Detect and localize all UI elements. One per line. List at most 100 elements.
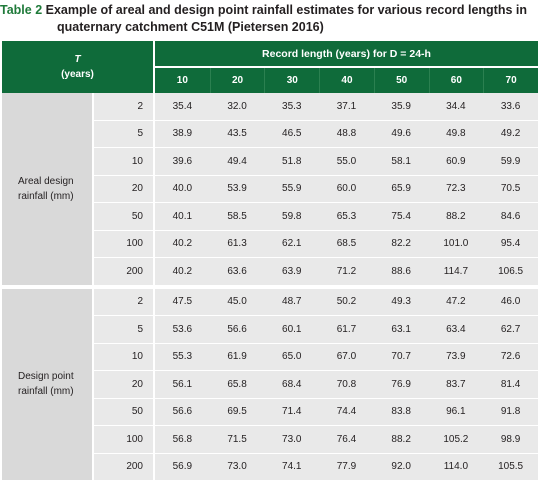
rainfall-value-cell: 88.2: [374, 426, 429, 454]
return-period-cell: 200: [94, 258, 155, 286]
return-period-cell: 5: [94, 121, 155, 149]
rainfall-value-cell: 67.0: [319, 344, 374, 372]
rainfall-value-cell: 65.9: [374, 176, 429, 204]
group-label-line-2: rainfall (mm): [18, 191, 74, 202]
rainfall-value-cell: 47.5: [155, 286, 210, 317]
rainfall-value-cell: 63.6: [210, 258, 265, 286]
rainfall-value-cell: 65.8: [210, 371, 265, 399]
rainfall-value-cell: 114.0: [429, 454, 484, 481]
return-period-cell: 100: [94, 426, 155, 454]
rainfall-value-cell: 60.9: [429, 148, 484, 176]
t-unit: (years): [61, 69, 94, 80]
rainfall-value-cell: 34.4: [429, 93, 484, 121]
rainfall-value-cell: 68.5: [319, 231, 374, 259]
rainfall-value-cell: 61.9: [210, 344, 265, 372]
rainfall-value-cell: 71.4: [264, 399, 319, 427]
rainfall-value-cell: 65.0: [264, 344, 319, 372]
record-length-col: 40: [319, 68, 374, 93]
rainfall-value-cell: 58.1: [374, 148, 429, 176]
rainfall-value-cell: 40.0: [155, 176, 210, 204]
rainfall-table: T (years) Record length (years) for D = …: [2, 41, 538, 481]
rainfall-value-cell: 56.6: [210, 316, 265, 344]
record-length-col: 30: [264, 68, 319, 93]
rainfall-value-cell: 39.6: [155, 148, 210, 176]
table-header: T (years) Record length (years) for D = …: [2, 41, 538, 93]
rainfall-value-cell: 114.7: [429, 258, 484, 286]
return-period-cell: 2: [94, 286, 155, 317]
rainfall-value-cell: 61.7: [319, 316, 374, 344]
rainfall-value-cell: 77.9: [319, 454, 374, 481]
rainfall-value-cell: 49.6: [374, 121, 429, 149]
return-period-cell: 5: [94, 316, 155, 344]
rainfall-value-cell: 70.5: [483, 176, 538, 204]
rainfall-value-cell: 74.1: [264, 454, 319, 481]
rainfall-value-cell: 53.6: [155, 316, 210, 344]
caption-line-2: quaternary catchment C51M (Pietersen 201…: [0, 19, 541, 36]
return-period-cell: 100: [94, 231, 155, 259]
rainfall-value-cell: 35.3: [264, 93, 319, 121]
rainfall-value-cell: 58.5: [210, 203, 265, 231]
rainfall-value-cell: 73.9: [429, 344, 484, 372]
group-label-line-1: Design point: [18, 371, 74, 382]
return-period-cell: 10: [94, 344, 155, 372]
record-length-col: 10: [155, 68, 210, 93]
caption-line-1: Example of areal and design point rainfa…: [46, 3, 527, 17]
return-period-cell: 50: [94, 399, 155, 427]
record-length-col: 70: [483, 68, 538, 93]
rainfall-value-cell: 91.8: [483, 399, 538, 427]
rainfall-value-cell: 60.0: [319, 176, 374, 204]
rainfall-value-cell: 98.9: [483, 426, 538, 454]
rainfall-value-cell: 63.1: [374, 316, 429, 344]
table-label: Table 2: [0, 3, 42, 17]
rainfall-value-cell: 46.0: [483, 286, 538, 317]
rainfall-value-cell: 88.2: [429, 203, 484, 231]
rainfall-value-cell: 83.7: [429, 371, 484, 399]
rainfall-value-cell: 81.4: [483, 371, 538, 399]
rainfall-value-cell: 83.8: [374, 399, 429, 427]
rainfall-value-cell: 32.0: [210, 93, 265, 121]
rainfall-value-cell: 88.6: [374, 258, 429, 286]
record-length-col: 20: [210, 68, 265, 93]
rainfall-value-cell: 33.6: [483, 93, 538, 121]
rainfall-value-cell: 55.0: [319, 148, 374, 176]
rainfall-value-cell: 62.7: [483, 316, 538, 344]
rainfall-value-cell: 71.2: [319, 258, 374, 286]
rainfall-value-cell: 60.1: [264, 316, 319, 344]
return-period-cell: 10: [94, 148, 155, 176]
rainfall-value-cell: 76.9: [374, 371, 429, 399]
rainfall-value-cell: 72.3: [429, 176, 484, 204]
rainfall-value-cell: 63.9: [264, 258, 319, 286]
rainfall-value-cell: 40.2: [155, 231, 210, 259]
rainfall-value-cell: 56.6: [155, 399, 210, 427]
rainfall-value-cell: 56.9: [155, 454, 210, 481]
record-length-header: Record length (years) for D = 24-h: [155, 41, 538, 68]
return-period-cell: 50: [94, 203, 155, 231]
record-length-col: 60: [429, 68, 484, 93]
rainfall-value-cell: 50.2: [319, 286, 374, 317]
rainfall-value-cell: 69.5: [210, 399, 265, 427]
rainfall-value-cell: 76.4: [319, 426, 374, 454]
rainfall-value-cell: 45.0: [210, 286, 265, 317]
return-period-cell: 200: [94, 454, 155, 481]
return-period-cell: 2: [94, 93, 155, 121]
rainfall-value-cell: 96.1: [429, 399, 484, 427]
rainfall-value-cell: 35.9: [374, 93, 429, 121]
rainfall-value-cell: 48.8: [319, 121, 374, 149]
rainfall-value-cell: 40.1: [155, 203, 210, 231]
rainfall-value-cell: 40.2: [155, 258, 210, 286]
group-label-line-2: rainfall (mm): [18, 386, 74, 397]
rainfall-value-cell: 43.5: [210, 121, 265, 149]
table-caption: Table 2 Example of areal and design poin…: [0, 2, 541, 36]
rainfall-value-cell: 70.8: [319, 371, 374, 399]
rainfall-value-cell: 63.4: [429, 316, 484, 344]
return-period-cell: 20: [94, 371, 155, 399]
group-label: Design point rainfall (mm): [2, 286, 94, 481]
rainfall-value-cell: 95.4: [483, 231, 538, 259]
rainfall-value-cell: 74.4: [319, 399, 374, 427]
rainfall-value-cell: 65.3: [319, 203, 374, 231]
rainfall-value-cell: 68.4: [264, 371, 319, 399]
